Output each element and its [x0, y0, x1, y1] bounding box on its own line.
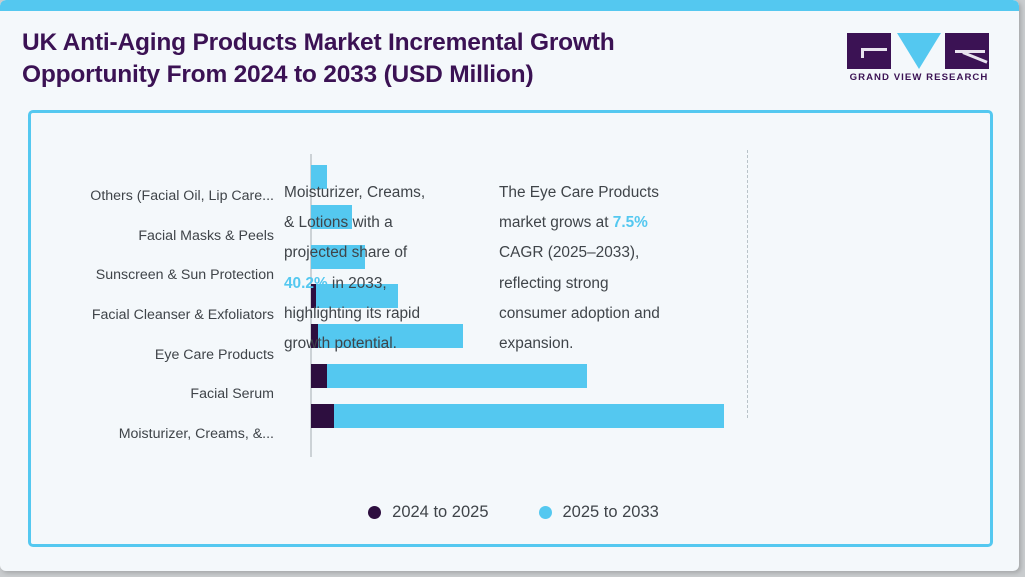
annotation-highlight: 40.2%	[284, 274, 328, 292]
annotation-moisturizer: Moisturizer, Creams, & Lotions with a pr…	[284, 178, 429, 359]
legend-item-2025-2033[interactable]: 2025 to 2033	[538, 503, 659, 522]
grand-view-research-logo: GRAND VIEW RESEARCH	[845, 33, 993, 87]
top-accent-bar	[0, 0, 1019, 11]
category-label: Sunscreen & Sun Protection	[95, 267, 274, 283]
logo-wordmark: GRAND VIEW RESEARCH	[849, 72, 989, 83]
annotation-eye-care: The Eye Care Products market grows at 7.…	[499, 178, 674, 359]
bar-segment-2025-2033[interactable]	[334, 403, 725, 428]
title-line-2: Opportunity From 2024 to 2033 (USD Milli…	[22, 60, 534, 88]
logo-v-icon	[897, 33, 941, 69]
bar-segment-2025-2033[interactable]	[311, 165, 328, 189]
legend-swatch-icon	[538, 506, 552, 519]
y-axis-line	[310, 154, 312, 457]
bar-segment-2024-2025[interactable]	[311, 364, 328, 388]
category-label: Facial Serum	[190, 386, 274, 402]
category-label: Moisturizer, Creams, &...	[118, 426, 274, 442]
annotation-text-post: CAGR (2025–2033), reflecting strong cons…	[499, 244, 660, 352]
bar-segment-2025-2033[interactable]	[316, 284, 398, 309]
annotation-text-pre: Moisturizer, Creams, & Lotions with a pr…	[284, 184, 426, 262]
legend-label: 2024 to 2025	[392, 503, 489, 521]
legend-item-2024-2025[interactable]: 2024 to 2025	[368, 503, 489, 522]
bar-segment-2025-2033[interactable]	[327, 364, 588, 388]
logo-r-icon	[945, 33, 989, 69]
legend-swatch-icon	[368, 506, 382, 519]
bar-segment-2024-2025[interactable]	[311, 324, 319, 349]
page-title: UK Anti-Aging Products Market Incrementa…	[22, 27, 722, 91]
chart-header: UK Anti-Aging Products Market Incrementa…	[0, 11, 1019, 106]
title-line-1: UK Anti-Aging Products Market Incrementa…	[22, 29, 615, 56]
logo-g-icon	[847, 33, 891, 69]
annotation-text-pre: The Eye Care Products market grows at	[499, 184, 659, 232]
bar-segment-2024-2025[interactable]	[311, 284, 317, 309]
bar-segment-2025-2033[interactable]	[311, 204, 353, 229]
category-label: Facial Masks & Peels	[138, 228, 274, 244]
category-label: Others (Facial Oil, Lip Care...	[90, 188, 274, 204]
annotation-highlight: 7.5%	[612, 214, 648, 232]
category-label: Facial Cleanser & Exfoliators	[91, 307, 274, 323]
category-label: Eye Care Products	[154, 347, 274, 363]
annotation-text-post: in 2033, highlighting its rapid growth p…	[284, 274, 421, 352]
chart-legend: 2024 to 2025 2025 to 2033	[31, 503, 996, 522]
bar-segment-2025-2033[interactable]	[318, 324, 463, 349]
chart-plot-area: Others (Facial Oil, Lip Care... Facial M…	[31, 113, 996, 550]
bar-segment-2024-2025[interactable]	[311, 403, 335, 428]
annotation-divider	[747, 150, 748, 418]
chart-frame: Others (Facial Oil, Lip Care... Facial M…	[28, 110, 993, 547]
bar-segment-2025-2033[interactable]	[311, 244, 366, 269]
logo-marks	[845, 33, 993, 69]
legend-label: 2025 to 2033	[562, 503, 659, 521]
